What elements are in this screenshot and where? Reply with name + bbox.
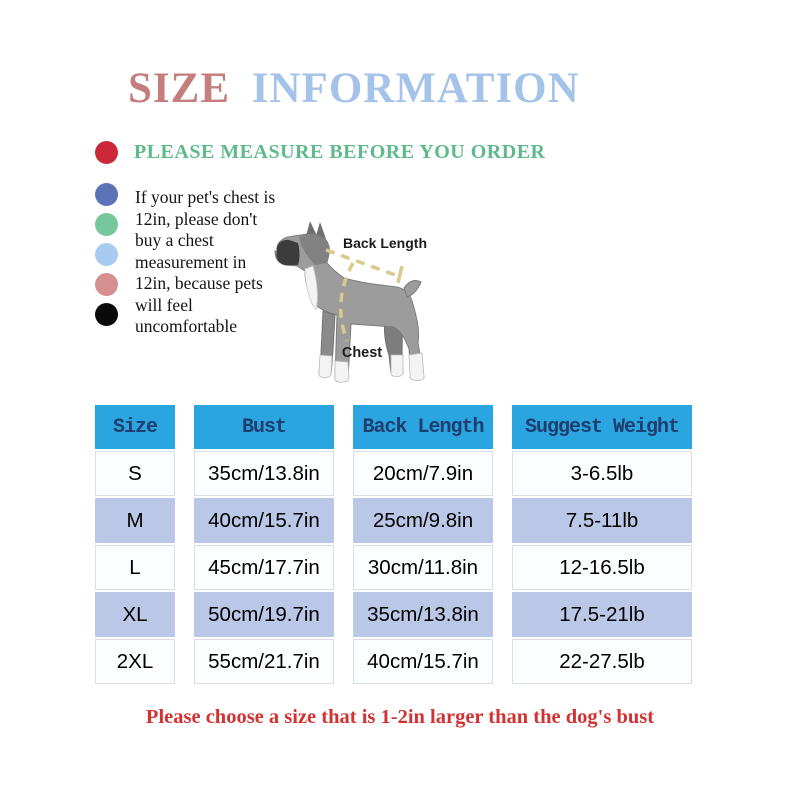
dog-muzzle xyxy=(276,239,300,265)
measure-notice-row: PLEASE MEASURE BEFORE YOU ORDER xyxy=(95,141,545,164)
table-cell: 12-16.5lb xyxy=(512,545,692,590)
table-cell: 25cm/9.8in xyxy=(353,498,493,543)
page-title-size: SIZE xyxy=(128,65,231,112)
table-cell: 2XL xyxy=(95,639,175,684)
table-cell: 7.5-11lb xyxy=(512,498,692,543)
table-cell: 40cm/15.7in xyxy=(194,498,334,543)
table-cell: 40cm/15.7in xyxy=(353,639,493,684)
col-header-suggest-weight: Suggest Weight xyxy=(512,405,692,449)
chest-warning-text: If your pet's chest is 12in, please don'… xyxy=(135,187,276,336)
table-cell: 3-6.5lb xyxy=(512,451,692,496)
size-advice-note: Please choose a size that is 1-2in large… xyxy=(145,706,655,728)
dog-tail xyxy=(403,280,422,298)
table-cell: 22-27.5lb xyxy=(512,639,692,684)
back-length-label: Back Length xyxy=(343,235,427,251)
page-title-information: INFORMATION xyxy=(251,65,580,112)
table-cell: 17.5-21lb xyxy=(512,592,692,637)
dog-measurement-diagram: Back Length Chest xyxy=(255,203,485,403)
chest-label: Chest xyxy=(342,345,382,361)
green-dot-icon xyxy=(95,213,118,236)
table-cell: S xyxy=(95,451,175,496)
table-cell: M xyxy=(95,498,175,543)
table-cell: 20cm/7.9in xyxy=(353,451,493,496)
dog-chest-blaze xyxy=(304,265,318,311)
table-cell: 35cm/13.8in xyxy=(353,592,493,637)
col-header-bust: Bust xyxy=(194,405,334,449)
back-length-guide-line xyxy=(325,248,402,279)
measure-notice-text: PLEASE MEASURE BEFORE YOU ORDER xyxy=(134,141,546,163)
col-header-size: Size xyxy=(95,405,175,449)
back-length-end-tick xyxy=(396,265,404,284)
dog-head-shading xyxy=(299,233,330,265)
dog-hind-paws xyxy=(390,352,425,382)
chest-guide-curve xyxy=(339,262,355,342)
red-dot-icon xyxy=(95,141,118,164)
table-cell: XL xyxy=(95,592,175,637)
black-dot-icon xyxy=(95,303,118,326)
table-cell: 50cm/19.7in xyxy=(194,592,334,637)
dog-illustration: Back Length Chest xyxy=(274,221,427,383)
size-table: Size Bust Back Length Suggest Weight S 3… xyxy=(95,405,692,684)
salmon-dot-icon xyxy=(95,273,118,296)
blue-dot-icon xyxy=(95,183,118,206)
table-cell: 55cm/21.7in xyxy=(194,639,334,684)
table-cell: 30cm/11.8in xyxy=(353,545,493,590)
dog-front-paws xyxy=(318,354,350,383)
table-cell: 35cm/13.8in xyxy=(194,451,334,496)
lightblue-dot-icon xyxy=(95,243,118,266)
table-cell: 45cm/17.7in xyxy=(194,545,334,590)
table-cell: L xyxy=(95,545,175,590)
page-title: SIZE INFORMATION xyxy=(128,64,580,113)
col-header-back-length: Back Length xyxy=(353,405,493,449)
